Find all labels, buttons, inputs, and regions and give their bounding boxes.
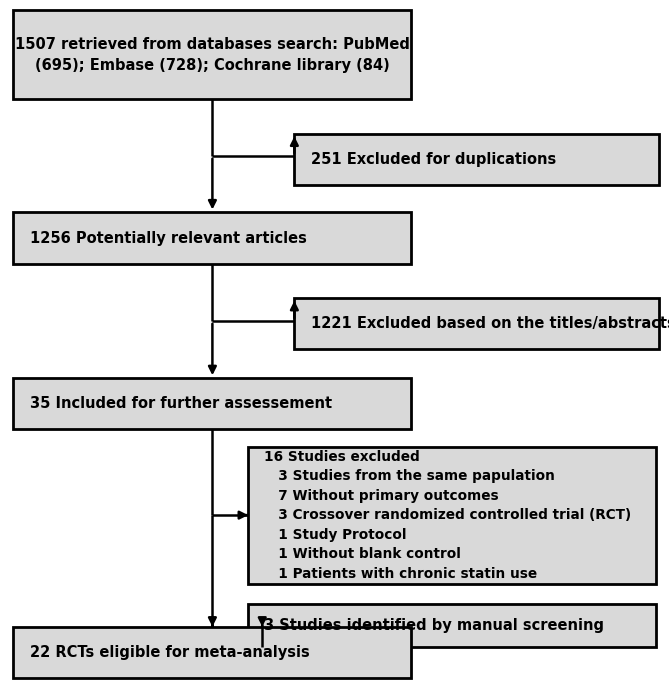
Text: 251 Excluded for duplications: 251 Excluded for duplications [311, 152, 557, 166]
Text: 16 Studies excluded
   3 Studies from the same papulation
   7 Without primary o: 16 Studies excluded 3 Studies from the s… [264, 449, 632, 581]
FancyBboxPatch shape [248, 604, 656, 647]
Text: 35 Included for further assessement: 35 Included for further assessement [30, 397, 332, 411]
Text: 22 RCTs eligible for meta-analysis: 22 RCTs eligible for meta-analysis [30, 645, 310, 660]
FancyBboxPatch shape [13, 378, 411, 429]
FancyBboxPatch shape [13, 10, 411, 99]
Text: 1507 retrieved from databases search: PubMed
(695); Embase (728); Cochrane libra: 1507 retrieved from databases search: Pu… [15, 37, 410, 73]
FancyBboxPatch shape [13, 627, 411, 678]
FancyBboxPatch shape [294, 134, 659, 185]
Text: 1256 Potentially relevant articles: 1256 Potentially relevant articles [30, 231, 307, 245]
Text: 3 Studies identified by manual screening: 3 Studies identified by manual screening [264, 619, 604, 633]
FancyBboxPatch shape [248, 447, 656, 584]
FancyBboxPatch shape [13, 212, 411, 264]
FancyBboxPatch shape [294, 298, 659, 349]
Text: 1221 Excluded based on the titles/abstracts: 1221 Excluded based on the titles/abstra… [311, 316, 669, 331]
